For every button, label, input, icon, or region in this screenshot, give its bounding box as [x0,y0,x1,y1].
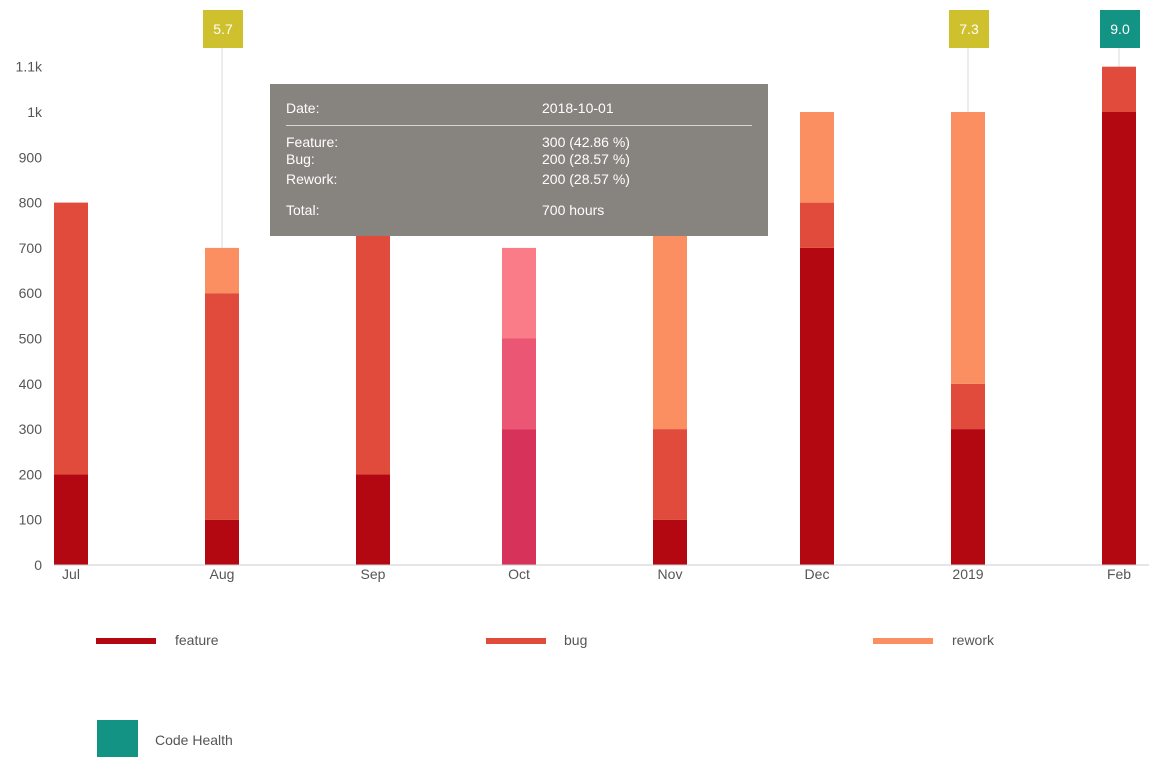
tooltip-divider [286,125,752,126]
x-tick-label: Dec [805,566,830,582]
bar-bug-jul [54,202,88,475]
y-tick-label: 100 [19,512,43,528]
legend-swatch-rework [873,638,933,644]
tooltip-bug-value: 200 (28.57 %) [542,151,630,167]
tooltip-date-value: 2018-10-01 [542,100,614,116]
code-health-badge-value: 5.7 [213,21,233,37]
bar-rework-aug [205,247,239,294]
y-tick-label: 300 [19,421,43,437]
bar-bug-nov [653,429,687,520]
y-tick-label: 0 [34,557,42,573]
tooltip-bug-label: Bug: [286,151,315,167]
x-tick-label: Jul [62,566,80,582]
y-tick-label: 1.1k [16,59,43,75]
tooltip-rework-label: Rework: [286,171,338,187]
bar-feature-oct [502,429,536,565]
x-tick-label: Oct [508,566,530,582]
bar-feature-dec [800,247,834,565]
hover-tooltip: Date: 2018-10-01 Feature: 300 (42.86 %) … [270,84,768,236]
bar-feature-feb [1102,112,1136,565]
x-tick-label: Feb [1107,566,1131,582]
y-tick-label: 200 [19,466,43,482]
bar-feature-2019 [951,429,985,565]
x-tick-label: Nov [658,566,683,582]
tooltip-feature-label: Feature: [286,134,339,150]
bar-rework-dec [800,112,834,203]
bar-rework-oct [502,247,536,339]
y-tick-label: 1k [27,104,43,120]
tooltip-feature-value: 300 (42.86 %) [542,134,630,150]
tooltip-rework-value: 200 (28.57 %) [542,171,630,187]
y-tick-label: 700 [19,240,43,256]
bar-bug-oct [502,338,536,430]
legend-swatch-code-health [97,720,138,757]
y-tick-label: 900 [19,149,43,165]
x-tick-label: Aug [210,566,235,582]
y-tick-label: 400 [19,376,43,392]
y-tick-label: 800 [19,195,43,211]
y-tick-label: 500 [19,331,43,347]
code-health-badge-value: 7.3 [959,21,979,37]
x-tick-label: Sep [361,566,386,582]
bar-feature-sep [356,474,390,565]
legend-swatch-feature [96,638,156,644]
bar-feature-aug [205,519,239,565]
legend-label-rework[interactable]: rework [952,632,995,648]
legend-label-feature[interactable]: feature [175,632,219,648]
tooltip-total-label: Total: [286,202,320,218]
bar-bug-sep [356,202,390,475]
bar-bug-feb [1102,66,1136,112]
bar-bug-dec [800,202,834,248]
code-health-badge [203,10,243,48]
legend-label-code-health[interactable]: Code Health [155,732,233,748]
tooltip-total-value: 700 hours [542,202,605,218]
tooltip-date-label: Date: [286,100,320,116]
legend-swatch-bug [486,638,546,644]
bar-bug-aug [205,293,239,520]
bar-rework-2019 [951,112,985,384]
legend-label-bug[interactable]: bug [564,632,588,648]
y-tick-label: 600 [19,285,43,301]
bar-feature-jul [54,474,88,565]
x-tick-label: 2019 [952,566,983,582]
code-health-badge [949,10,989,48]
code-health-badge-value: 9.0 [1110,21,1130,37]
bar-feature-nov [653,519,687,565]
bar-bug-2019 [951,383,985,430]
code-health-badge [1100,10,1140,48]
